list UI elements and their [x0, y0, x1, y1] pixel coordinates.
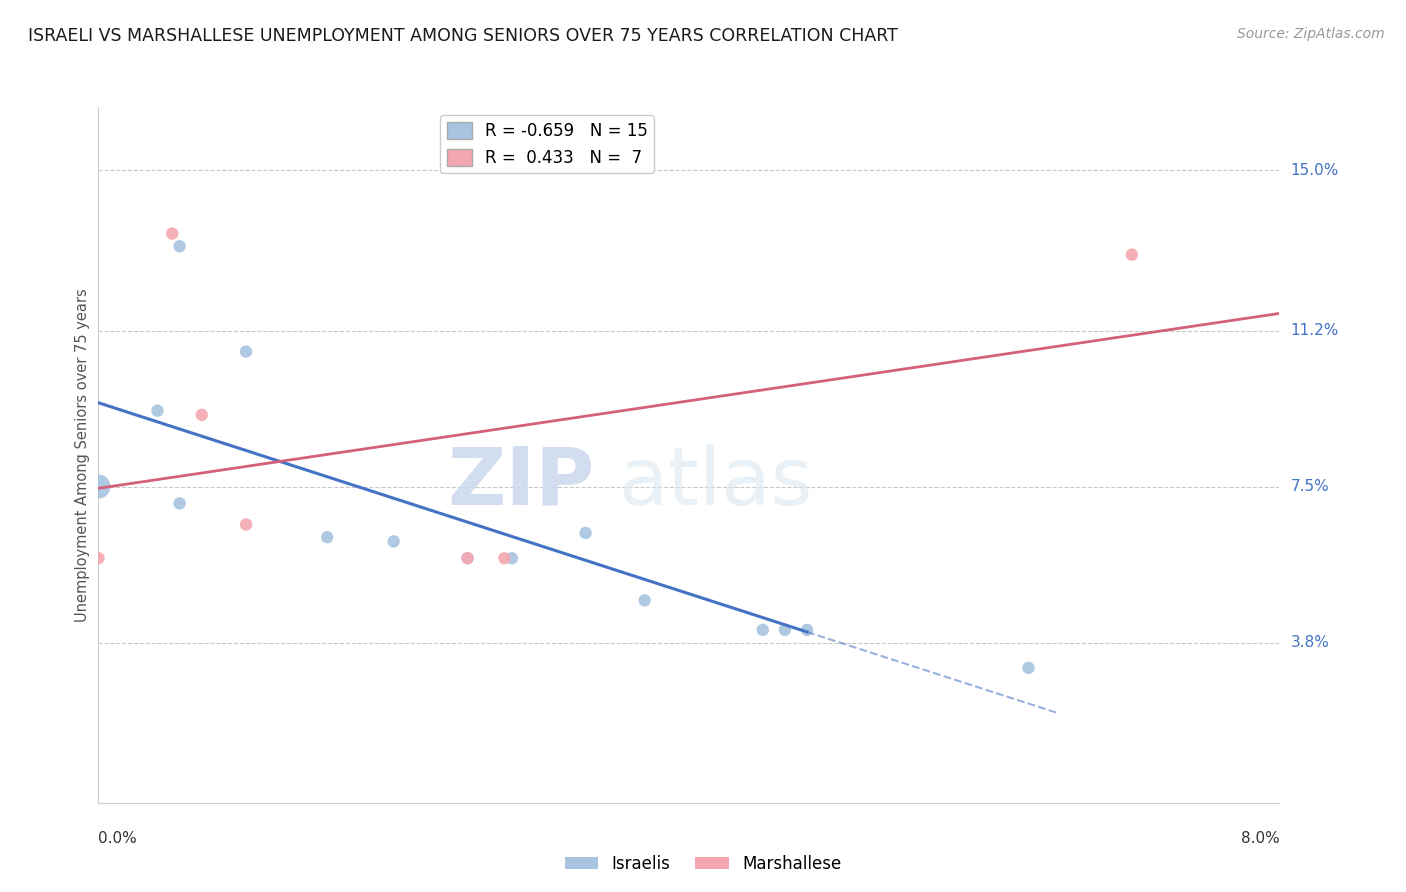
Text: atlas: atlas — [619, 443, 813, 522]
Point — [162, 227, 183, 241]
Text: 7.5%: 7.5% — [1291, 479, 1329, 494]
Point — [235, 517, 257, 532]
Point — [316, 530, 339, 544]
Text: 0.0%: 0.0% — [98, 830, 138, 846]
Legend: Israelis, Marshallese: Israelis, Marshallese — [558, 848, 848, 880]
Y-axis label: Unemployment Among Seniors over 75 years: Unemployment Among Seniors over 75 years — [75, 288, 90, 622]
Point — [87, 479, 110, 493]
Legend: R = -0.659   N = 15, R =  0.433   N =  7: R = -0.659 N = 15, R = 0.433 N = 7 — [440, 115, 654, 173]
Point — [169, 496, 191, 510]
Text: 15.0%: 15.0% — [1291, 163, 1339, 178]
Point — [456, 551, 478, 566]
Point — [574, 525, 596, 540]
Point — [382, 534, 405, 549]
Text: 11.2%: 11.2% — [1291, 323, 1339, 338]
Point — [235, 344, 257, 359]
Point — [87, 551, 110, 566]
Text: ZIP: ZIP — [447, 443, 595, 522]
Text: 3.8%: 3.8% — [1291, 635, 1330, 650]
Point — [773, 623, 796, 637]
Point — [1017, 661, 1039, 675]
Point — [633, 593, 655, 607]
Point — [796, 623, 818, 637]
Text: Source: ZipAtlas.com: Source: ZipAtlas.com — [1237, 27, 1385, 41]
Point — [169, 239, 191, 253]
Text: 8.0%: 8.0% — [1240, 830, 1279, 846]
Text: ISRAELI VS MARSHALLESE UNEMPLOYMENT AMONG SENIORS OVER 75 YEARS CORRELATION CHAR: ISRAELI VS MARSHALLESE UNEMPLOYMENT AMON… — [28, 27, 898, 45]
Point — [456, 551, 478, 566]
Point — [751, 623, 773, 637]
Point — [190, 408, 214, 422]
Point — [1121, 247, 1143, 261]
Point — [494, 551, 516, 566]
Point — [501, 551, 523, 566]
Point — [146, 403, 169, 417]
